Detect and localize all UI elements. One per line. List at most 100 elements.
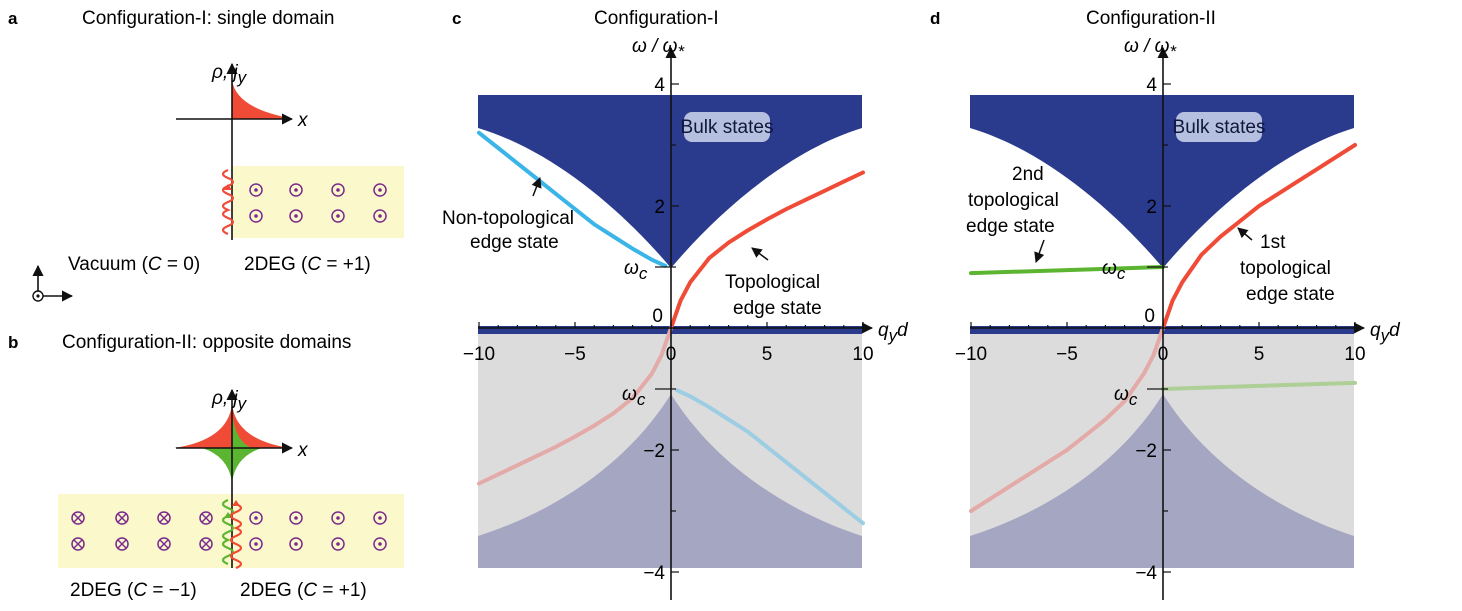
rho-jy-label-a: ρ, jy bbox=[211, 62, 248, 87]
bulk-states-label-d: Bulk states bbox=[1173, 117, 1266, 138]
field-out-icon bbox=[373, 537, 387, 551]
2deg-left-label: 2DEG (C = −1) bbox=[70, 580, 197, 601]
axis-ticks-c: −10 −5 0 5 10 4 2 0 −2 −4 bbox=[463, 75, 874, 584]
first-label-line1: 1st bbox=[1260, 232, 1286, 253]
omega-c-label-c-lower: ωc bbox=[622, 384, 646, 409]
axis-ticks-d: −10 −5 0 5 10 4 2 0 −2 −4 bbox=[955, 75, 1366, 584]
y-tick-label: 2 bbox=[654, 197, 665, 218]
2deg-region-a bbox=[232, 166, 404, 238]
field-out-icon bbox=[289, 537, 303, 551]
x-axis-label-a: x bbox=[297, 110, 309, 131]
y-tick-label: 4 bbox=[1146, 75, 1157, 96]
bulk-states-label-c: Bulk states bbox=[681, 117, 774, 138]
density-left-green bbox=[202, 448, 232, 482]
x-tick-label: −5 bbox=[564, 344, 586, 365]
panel-a-title: Configuration-I: single domain bbox=[82, 8, 334, 29]
x-tick-label: 0 bbox=[666, 344, 677, 365]
field-in-icon bbox=[157, 537, 171, 551]
field-out-icon bbox=[373, 183, 387, 197]
field-out-icon bbox=[249, 511, 263, 525]
y-tick-label: 2 bbox=[1146, 197, 1157, 218]
panel-b-title: Configuration-II: opposite domains bbox=[62, 332, 351, 353]
topo-label-line2: edge state bbox=[733, 298, 822, 319]
field-out-icon bbox=[373, 511, 387, 525]
second-label-line2: topological bbox=[968, 190, 1059, 211]
panel-c-title: Configuration-I bbox=[594, 8, 719, 29]
panel-letter-d: d bbox=[930, 9, 940, 28]
topo-label-line1: Topological bbox=[725, 272, 820, 293]
field-in-icon bbox=[71, 537, 85, 551]
non-topological-edge-state-line bbox=[477, 130, 668, 268]
magnetic-field-icons-b bbox=[71, 511, 387, 551]
field-out-icon bbox=[249, 537, 263, 551]
bulk-lower-d bbox=[970, 394, 1354, 568]
y-tick-label: 4 bbox=[654, 75, 665, 96]
panel-letter-c: c bbox=[452, 9, 461, 28]
panel-b: b Configuration-II: opposite domains ρ, … bbox=[8, 332, 404, 601]
x-tick-label: −5 bbox=[1056, 344, 1078, 365]
non-topological-edge-state-line-negative bbox=[674, 388, 865, 526]
topological-edge-state-line-negative bbox=[477, 326, 673, 486]
wave-arrowhead-a bbox=[224, 184, 232, 190]
bulk-lower-c bbox=[478, 394, 862, 568]
second-topological-edge-state-line-negative bbox=[1161, 380, 1357, 391]
field-out-icon bbox=[249, 209, 263, 223]
first-label-line3: edge state bbox=[1246, 284, 1335, 305]
x-tick-label: 0 bbox=[1158, 344, 1169, 365]
nontopo-label-line1: Non-topological bbox=[442, 208, 574, 229]
density-left-red bbox=[174, 404, 232, 448]
x-tick-label: 10 bbox=[852, 344, 873, 365]
y-tick-label: −2 bbox=[643, 441, 665, 462]
first-arrow bbox=[1237, 227, 1253, 241]
topo-arrow bbox=[751, 247, 769, 261]
field-in-icon bbox=[199, 537, 213, 551]
x-tick-label: 10 bbox=[1344, 344, 1365, 365]
second-topological-edge-state-line bbox=[969, 265, 1165, 276]
edge-wave-icon-a bbox=[221, 168, 235, 236]
panel-d-title: Configuration-II bbox=[1086, 8, 1216, 29]
x-tick-label: −10 bbox=[955, 344, 987, 365]
nontopo-arrow bbox=[531, 177, 542, 197]
field-in-icon bbox=[115, 511, 129, 525]
x-axis-label-b: x bbox=[297, 440, 309, 461]
y-axis-label-c: ω / ω* bbox=[632, 36, 685, 61]
coordinate-system-icon bbox=[32, 264, 74, 302]
first-topological-edge-state-line-negative bbox=[969, 326, 1165, 513]
field-out-icon bbox=[289, 209, 303, 223]
y-axis-label-d: ω / ω* bbox=[1124, 36, 1177, 61]
second-label-line1: 2nd bbox=[1012, 164, 1044, 185]
topological-edge-state-line bbox=[669, 170, 865, 330]
field-out-icon bbox=[373, 209, 387, 223]
x-axis-label-d: qyd bbox=[1370, 320, 1401, 345]
density-right-green bbox=[232, 448, 262, 482]
y-tick-label: 0 bbox=[1144, 306, 1155, 327]
y-tick-label: −2 bbox=[1135, 441, 1157, 462]
panel-letter-b: b bbox=[8, 333, 18, 352]
field-in-icon bbox=[157, 511, 171, 525]
nontopo-label-line2: edge state bbox=[470, 232, 559, 253]
field-out-icon bbox=[249, 183, 263, 197]
panel-c: c Configuration-I Bulk states −10 −5 0 5 10 4… bbox=[442, 8, 909, 600]
field-in-icon bbox=[115, 537, 129, 551]
rho-jy-label-b: ρ, jy bbox=[211, 388, 248, 413]
field-in-icon bbox=[199, 511, 213, 525]
first-label-line2: topological bbox=[1240, 258, 1331, 279]
bulk-states-badge-d bbox=[1176, 112, 1262, 142]
2deg-label-a: 2DEG (C = +1) bbox=[244, 254, 371, 275]
bulk-states-badge-c bbox=[684, 112, 770, 142]
density-right-red bbox=[232, 404, 290, 448]
field-out-icon bbox=[331, 537, 345, 551]
y-tick-label: −4 bbox=[1135, 563, 1157, 584]
magnetic-field-out-icons-a bbox=[249, 183, 387, 223]
omega-c-label-d-upper: ωc bbox=[1102, 258, 1126, 283]
panel-a: a Configuration-I: single domain ρ, jy x… bbox=[8, 8, 404, 302]
edge-wave-red-icon bbox=[229, 502, 243, 570]
x-axis-label-c: qyd bbox=[878, 320, 909, 345]
field-out-icon bbox=[331, 209, 345, 223]
panel-d: d Configuration-II Bulk states −10 −5 0 5 10… bbox=[930, 8, 1401, 600]
first-topological-edge-state-line bbox=[1161, 143, 1357, 330]
field-out-icon bbox=[289, 511, 303, 525]
vacuum-label: Vacuum (C = 0) bbox=[68, 254, 200, 275]
second-arrow bbox=[1034, 239, 1045, 263]
